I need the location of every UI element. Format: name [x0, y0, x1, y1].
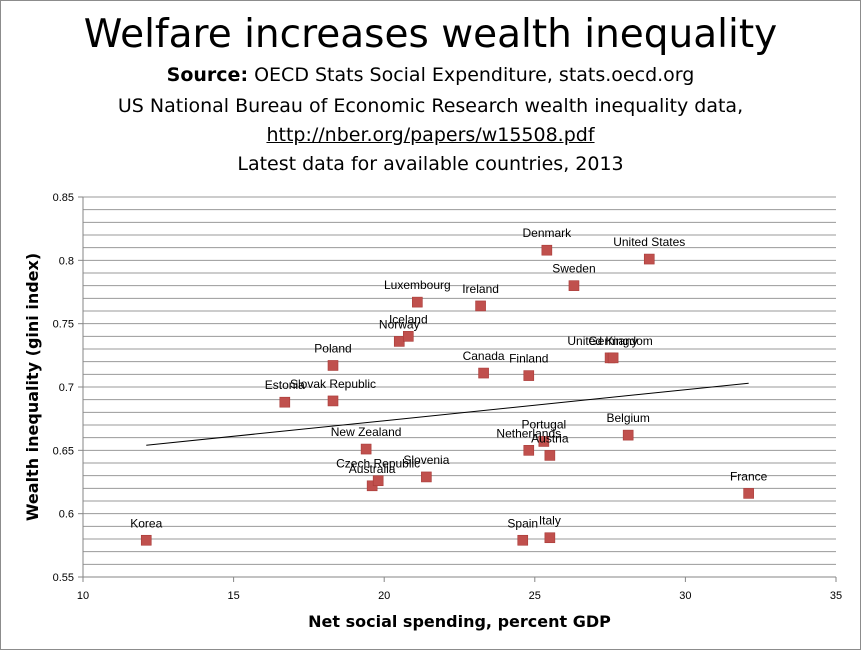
- data-label: Estonia: [265, 378, 305, 392]
- data-label: Slovenia: [403, 453, 449, 467]
- data-point: [541, 244, 553, 256]
- y-tick-label: 0.55: [53, 572, 74, 584]
- data-point: [360, 443, 372, 455]
- y-tick-label: 0.7: [59, 382, 74, 394]
- data-point: [517, 534, 529, 546]
- data-point: [478, 367, 489, 379]
- x-tick-label: 10: [77, 590, 89, 602]
- x-tick-label: 20: [378, 590, 390, 602]
- data-label: New Zealand: [331, 425, 402, 439]
- data-point: [523, 370, 535, 381]
- data-label: Canada: [463, 349, 505, 363]
- y-tick-label: 0.85: [53, 192, 74, 204]
- data-label: Spain: [507, 516, 538, 530]
- data-point: [327, 360, 339, 371]
- data-label: France: [730, 469, 768, 483]
- data-point: [140, 534, 152, 546]
- x-tick-label: 30: [679, 590, 691, 602]
- y-tick-label: 0.75: [53, 319, 74, 331]
- data-label: Finland: [509, 352, 548, 366]
- data-point: [544, 532, 556, 544]
- data-label: Iceland: [389, 312, 428, 326]
- data-label: Norway: [379, 317, 420, 331]
- data-label: Poland: [314, 341, 351, 355]
- data-point: [643, 253, 655, 265]
- source-text: OECD Stats Social Expenditure, stats.oec…: [248, 64, 695, 86]
- chart-title: Welfare increases wealth inequality: [83, 12, 778, 57]
- trendline: [146, 382, 749, 446]
- data-label: Denmark: [523, 226, 573, 240]
- data-label: Sweden: [552, 262, 595, 276]
- data-point: [544, 450, 556, 461]
- data-label: Italy: [539, 514, 561, 528]
- source-link[interactable]: http://nber.org/papers/w15508.pdf: [266, 124, 595, 146]
- data-label: Portugal: [521, 417, 566, 431]
- source-link-line: http://nber.org/papers/w15508.pdf: [0, 124, 861, 146]
- data-point: [538, 436, 550, 447]
- data-point: [523, 445, 535, 456]
- data-point: [412, 296, 423, 308]
- data-point: [327, 395, 339, 407]
- date-note: Latest data for available countries, 201…: [237, 153, 624, 175]
- data-point: [402, 331, 414, 342]
- data-label: United States: [613, 235, 685, 249]
- data-label: Australia: [349, 462, 396, 476]
- y-tick-label: 0.6: [59, 509, 74, 521]
- data-label: Austria: [531, 431, 569, 445]
- y-tick-label: 0.65: [53, 445, 74, 457]
- data-label: Germany: [588, 334, 637, 348]
- x-axis-label: Net social spending, percent GDP: [308, 612, 611, 631]
- data-label: Korea: [130, 516, 162, 530]
- data-label: Belgium: [606, 411, 649, 425]
- data-point: [475, 300, 486, 312]
- source-prefix: Source:: [166, 64, 249, 86]
- data-point: [622, 429, 634, 441]
- data-point: [421, 471, 432, 483]
- data-point: [568, 280, 580, 291]
- x-tick-label: 35: [830, 590, 842, 602]
- data-label: Ireland: [462, 282, 499, 296]
- data-label: United Kingdom: [567, 334, 652, 348]
- data-label: Luxembourg: [384, 278, 451, 292]
- y-tick-label: 0.8: [59, 255, 74, 267]
- source-line: Source: OECD Stats Social Expenditure, s…: [0, 64, 861, 86]
- source-line-2: US National Bureau of Economic Research …: [117, 95, 744, 117]
- data-label: Slovak Republic: [290, 377, 376, 391]
- x-tick-label: 15: [227, 590, 239, 602]
- y-axis-label: Wealth inequality (gini index): [23, 253, 42, 521]
- data-point: [393, 336, 405, 347]
- data-point: [372, 475, 384, 487]
- data-point: [279, 396, 291, 408]
- data-point: [607, 352, 619, 364]
- x-tick-label: 25: [529, 590, 541, 602]
- data-label: Czech Republic: [336, 457, 420, 471]
- data-point: [743, 488, 754, 499]
